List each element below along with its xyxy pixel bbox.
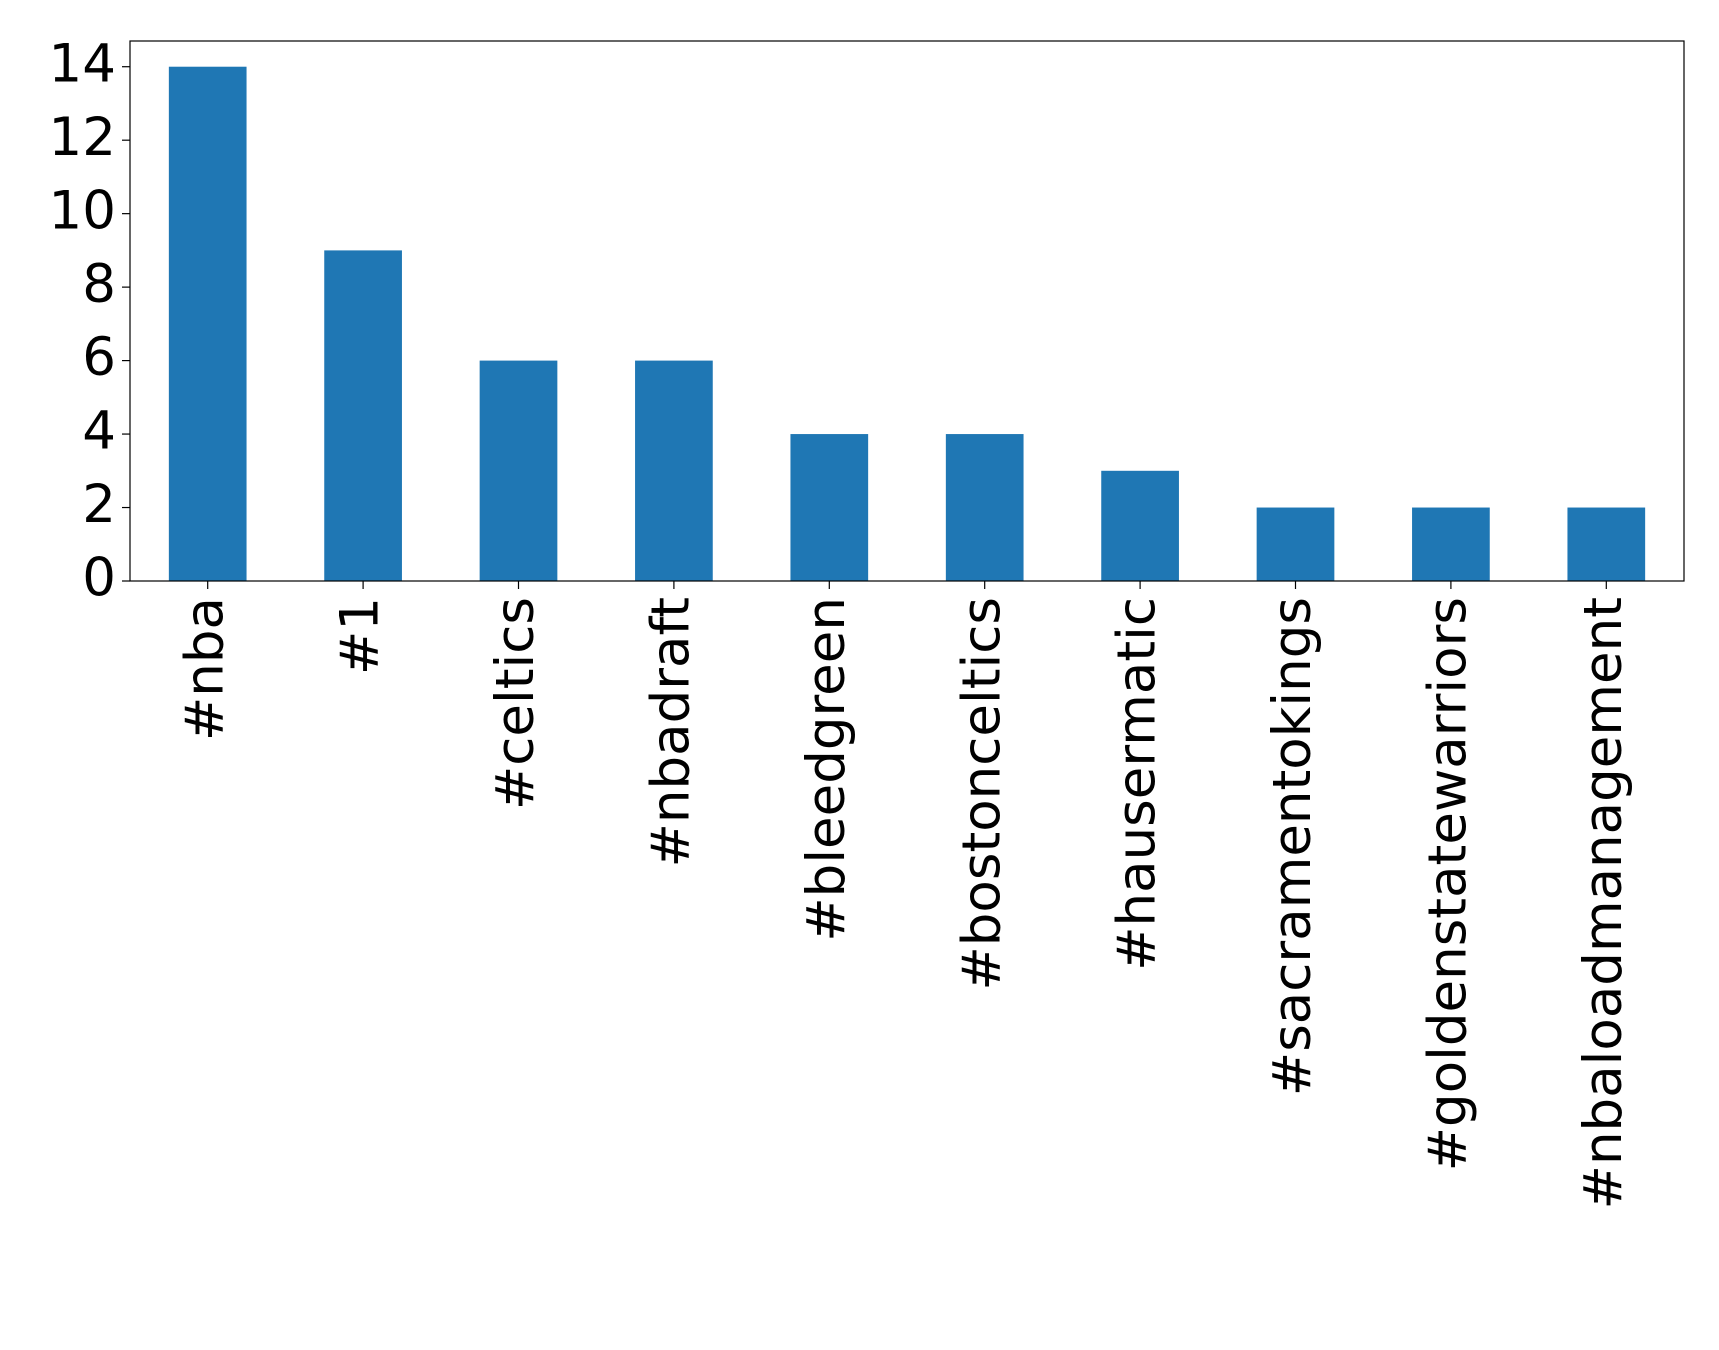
bar: [1412, 507, 1490, 581]
bar: [168, 66, 247, 581]
y-tick-label: 2: [82, 474, 116, 535]
x-tick-label: #nbaloadmanagement: [1573, 597, 1634, 1209]
y-tick-label: 12: [49, 107, 116, 168]
bar: [790, 434, 869, 581]
x-tick-label: #bostonceltics: [951, 597, 1012, 991]
y-tick-label: 10: [49, 180, 116, 241]
y-tick-label: 6: [82, 327, 116, 388]
bar: [1567, 507, 1646, 581]
bar: [635, 360, 713, 581]
x-tick-label: #sacramentokings: [1262, 597, 1323, 1096]
x-tick-label: #1: [330, 597, 391, 675]
bar: [324, 250, 402, 581]
y-tick-label: 0: [82, 548, 116, 609]
bar: [945, 434, 1024, 581]
y-tick-label: 4: [82, 401, 116, 462]
x-tick-label: #celtics: [485, 597, 546, 810]
bar: [1256, 507, 1335, 581]
bar: [1101, 470, 1179, 581]
x-tick-label: #nba: [174, 597, 235, 741]
x-tick-label: #goldenstatewarriors: [1418, 597, 1479, 1171]
x-tick-label: #hausermatic: [1107, 597, 1168, 971]
y-tick-label: 14: [49, 33, 116, 94]
bar: [479, 360, 558, 581]
y-tick-label: 8: [82, 254, 116, 315]
x-tick-label: #bleedgreen: [796, 597, 857, 942]
plot-frame: [129, 40, 1685, 582]
x-tick-label: #nbadraft: [641, 597, 702, 868]
